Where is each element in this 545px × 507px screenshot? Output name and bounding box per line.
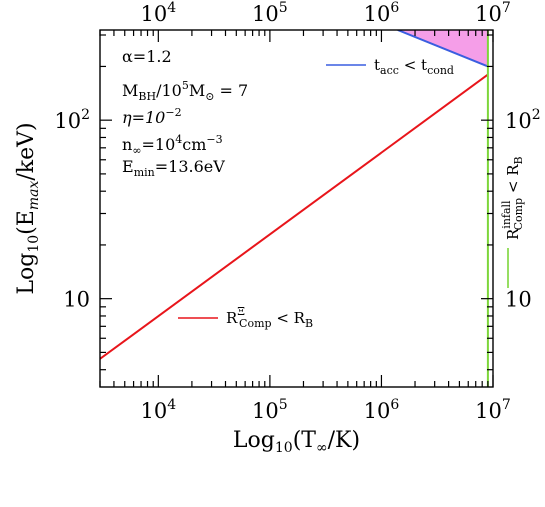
x-tick-label-top: 107 [475, 0, 511, 26]
x-tick-label-top: 106 [364, 0, 400, 26]
annotation-n: n∞=104cm−3 [122, 133, 223, 157]
annotation-alpha: α=1.2 [122, 47, 172, 66]
y-tick-label-right: 102 [505, 107, 541, 133]
x-tick-label-bottom: 105 [252, 397, 288, 423]
axes-layer: 104 104 105 105 106 106 107 107 10 10 102 102 Log10(… [14, 0, 541, 456]
annotation-mbh: MBH/105M⊙ = 7 [122, 79, 248, 103]
x-tick-label-bottom: 107 [475, 397, 511, 423]
annotation-layer: α=1.2 MBH/105M⊙ = 7 η=10−2 n∞=104cm−3 Em… [122, 47, 248, 179]
plot-area [100, 30, 489, 387]
x-axis-title: Log10(T∞/K) [233, 428, 360, 456]
x-tick-label-top: 104 [141, 0, 177, 26]
series-line-1 [397, 30, 489, 68]
x-tick-label-bottom: 104 [141, 397, 177, 423]
legend-layer: tacc < tcond RΞ Comp < RB RinfallComp < R… [178, 56, 525, 330]
legend-label-rinfall: RinfallComp < RB [500, 156, 525, 240]
annotation-emin: Emin=13.6eV [122, 157, 225, 179]
annotation-eta: η=10−2 [122, 106, 182, 127]
legend-label-rcomp: RΞ Comp < RB [226, 305, 313, 330]
plot-layer [100, 30, 489, 387]
y-axis-title: Log10(Emax/keV) [14, 122, 42, 294]
plot-frame [99, 29, 494, 388]
x-tick-label-top: 105 [252, 0, 288, 26]
x-tick-label-bottom: 106 [364, 397, 400, 423]
y-tick-label-left: 10 [63, 288, 90, 312]
series-line-0 [100, 73, 489, 360]
y-tick-label-right: 10 [505, 288, 532, 312]
y-tick-label-left: 102 [54, 107, 90, 133]
legend-label-tacc: tacc < tcond [374, 56, 454, 77]
